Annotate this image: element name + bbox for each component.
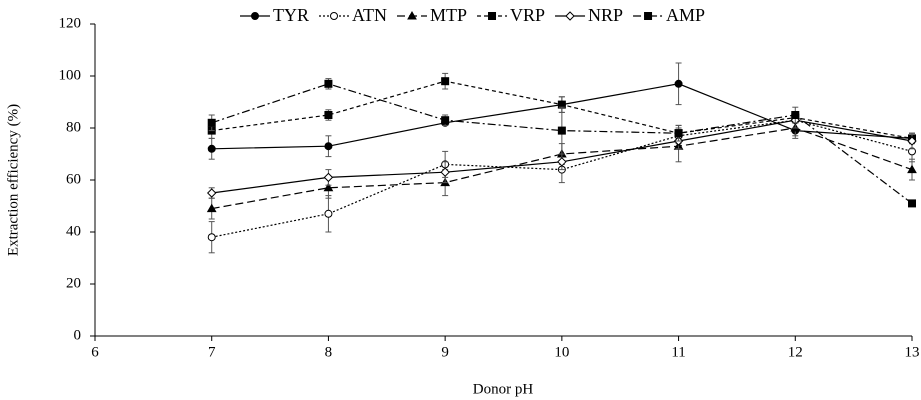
marker	[206, 203, 217, 213]
marker	[644, 12, 653, 20]
x-tick-label: 8	[325, 344, 333, 360]
marker	[207, 188, 217, 198]
legend-label: ATN	[352, 5, 387, 25]
y-tick-label: 20	[66, 275, 81, 291]
y-tick-label: 120	[59, 15, 82, 31]
y-tick-label: 40	[66, 223, 81, 239]
marker	[565, 11, 575, 21]
x-axis-label: Donor pH	[473, 381, 534, 397]
legend-label: AMP	[666, 5, 705, 25]
marker	[251, 12, 259, 20]
y-tick-label: 100	[59, 67, 82, 83]
marker	[674, 129, 683, 138]
x-tick-label: 11	[671, 344, 685, 360]
legend-label: NRP	[588, 5, 623, 25]
marker	[407, 10, 417, 20]
marker	[791, 111, 800, 119]
legend-item: AMP	[633, 5, 705, 25]
x-tick-label: 10	[554, 344, 569, 360]
marker	[907, 136, 917, 146]
marker	[908, 199, 916, 208]
marker	[324, 79, 333, 88]
y-tick-label: 80	[66, 119, 81, 135]
marker	[323, 172, 334, 183]
marker	[557, 157, 567, 167]
marker	[207, 118, 216, 127]
legend-item: ATN	[319, 5, 387, 25]
legend-item: NRP	[555, 5, 623, 25]
marker	[907, 164, 917, 174]
x-tick-label: 12	[788, 344, 803, 360]
marker	[324, 209, 333, 218]
legend: TYR ATN MTP VRP NRP AMP	[240, 5, 705, 25]
y-tick-label: 60	[66, 171, 81, 187]
marker	[674, 79, 683, 88]
marker	[488, 12, 497, 20]
x-tick-label: 13	[905, 344, 920, 360]
legend-item: MTP	[397, 5, 467, 25]
legend-label: VRP	[510, 5, 545, 25]
x-tick-label: 6	[91, 344, 99, 360]
marker	[441, 77, 450, 86]
marker	[324, 111, 333, 119]
legend-label: MTP	[430, 5, 467, 25]
legend-item: TYR	[240, 5, 309, 25]
marker	[207, 233, 216, 242]
marker	[330, 12, 338, 20]
marker	[440, 167, 450, 177]
legend-item: VRP	[477, 5, 545, 25]
marker	[324, 142, 333, 151]
legend-label: TYR	[273, 5, 309, 25]
marker	[441, 116, 450, 125]
marker	[323, 182, 334, 192]
marker	[207, 144, 216, 153]
y-axis-label: Extraction efficiency (%)	[5, 104, 21, 256]
x-tick-label: 7	[208, 344, 216, 360]
marker	[557, 126, 566, 135]
y-tick-label: 0	[74, 327, 82, 343]
x-tick-label: 9	[441, 344, 449, 360]
